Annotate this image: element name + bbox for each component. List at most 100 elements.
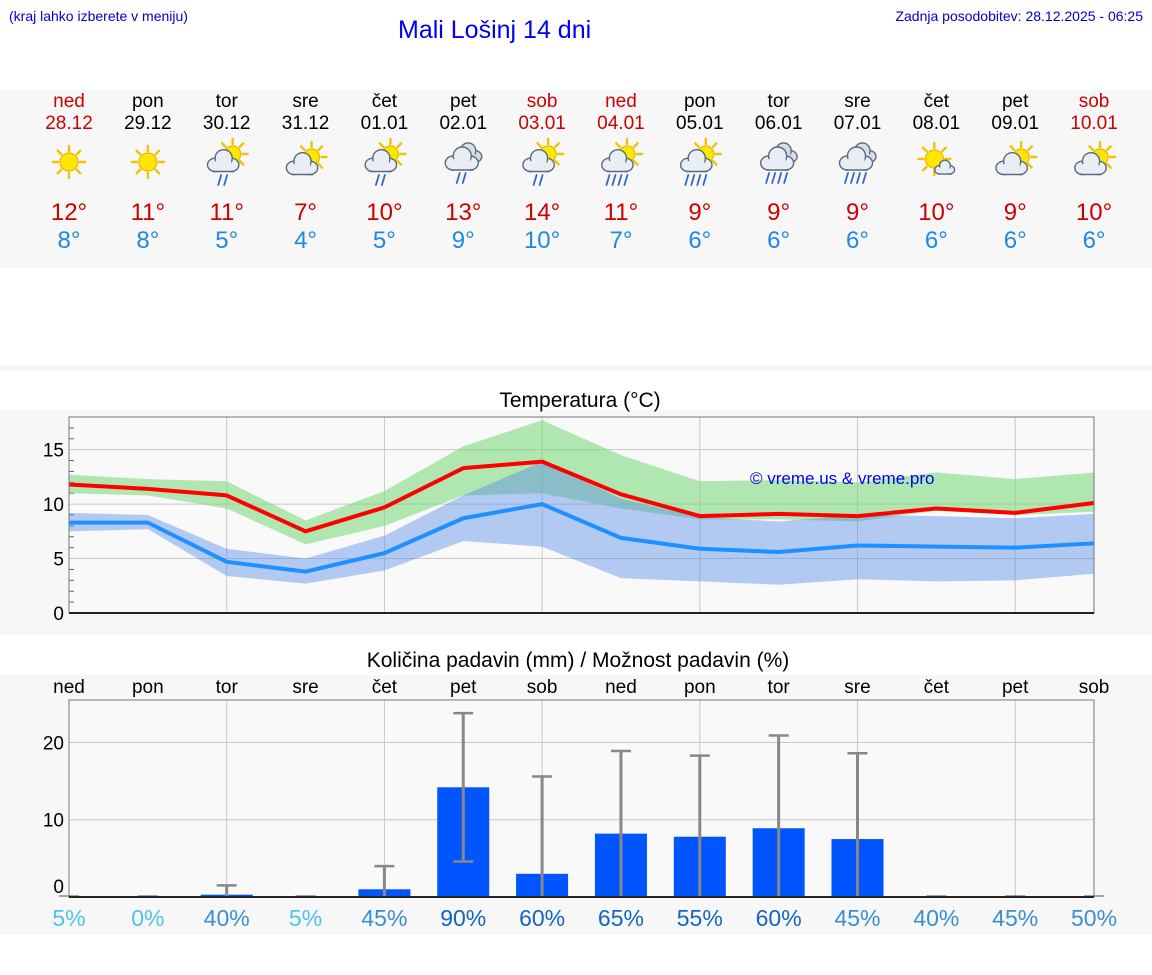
precipitation-chart-title: Količina padavin (mm) / Možnost padavin … [367, 649, 790, 672]
rain-drop [690, 174, 696, 186]
sun-disc [924, 149, 944, 169]
sun-ray [154, 168, 161, 175]
precipitation-probability-label: 45% [834, 905, 880, 931]
temperature-chart-title: Temperatura (°C) [499, 389, 660, 412]
rain-drop [617, 174, 623, 186]
precipitation-probability-label: 65% [598, 905, 644, 931]
precipitation-probability-label: 90% [440, 905, 486, 931]
min-temperature-label: 6° [846, 227, 869, 254]
cloud-body [215, 161, 232, 172]
rain-drop [623, 174, 629, 186]
rain-drop [223, 174, 229, 186]
cloud-shape [601, 148, 634, 173]
max-temperature-label: 11° [131, 199, 166, 226]
rain-shape [765, 172, 789, 184]
day-of-week-label: čet [924, 91, 950, 112]
cloud-body [1082, 164, 1099, 175]
day-of-week-label: pet [450, 91, 477, 112]
sun-ray [632, 142, 639, 149]
rain-drop [532, 174, 538, 186]
watermark-text: © vreme.us & vreme.pro [750, 469, 934, 488]
precipitation-chart: Količina padavin (mm) / Možnost padavin … [43, 649, 1117, 931]
sun-ray [135, 149, 142, 156]
day-of-week-label: sre [844, 91, 870, 112]
rain-drop [702, 174, 708, 186]
cloud-heavy-rain-icon [838, 142, 877, 184]
last-update-timestamp: Zadnja posodobitev: 28.12.2025 - 06:25 [895, 8, 1143, 24]
sun-ray [553, 142, 560, 149]
cloud-shape [995, 151, 1029, 176]
cloud-shape [1074, 151, 1107, 176]
cloud-shape [444, 146, 479, 171]
sun-shape [130, 144, 166, 180]
date-label: 02.01 [439, 113, 487, 134]
min-temperature-label: 4° [294, 227, 317, 254]
sunny-icon [51, 144, 87, 180]
sun-ray [921, 165, 928, 172]
sun-cloud-rain-icon [206, 137, 249, 186]
sun-cloud-rain-icon [364, 137, 407, 186]
min-temperature-line [69, 502, 1095, 574]
rain-shape [684, 174, 708, 186]
date-label: 31.12 [282, 113, 330, 134]
min-temperature-label: 5° [215, 227, 238, 254]
rain-drop [771, 172, 777, 184]
sunny-icon [130, 144, 166, 180]
sun-shape [51, 144, 87, 180]
cloud-rain-icon [444, 142, 483, 184]
precipitation-day-label: sre [844, 677, 870, 698]
min-temperature-label: 6° [1004, 227, 1027, 254]
precipitation-probability-label: 40% [204, 905, 250, 931]
max-temperature-label: 11° [604, 199, 639, 226]
min-temperature-label: 6° [925, 227, 948, 254]
sun-ray [220, 142, 227, 149]
day-of-week-label: pon [132, 91, 164, 112]
sun-ray [632, 159, 639, 166]
max-temperature-label: 10° [366, 199, 402, 226]
sun-ray [154, 149, 161, 156]
sun-ray [238, 142, 245, 149]
precipitation-probability-label: 5% [289, 905, 322, 931]
precipitation-probability-label: 40% [913, 905, 959, 931]
separator-band [0, 365, 1152, 371]
day-of-week-label: sob [527, 91, 558, 112]
precipitation-day-label: sob [1079, 677, 1110, 698]
day-of-week-label: tor [216, 91, 239, 112]
min-temperature-label: 5° [373, 227, 396, 254]
rain-drop [844, 172, 849, 184]
sun-cloud-icon [995, 140, 1038, 176]
forecast-panel-background [0, 90, 1152, 268]
sun-disc [138, 152, 158, 172]
date-label: 01.01 [361, 113, 409, 134]
sun-ray [75, 168, 82, 175]
rain-shape [455, 172, 467, 184]
precipitation-day-label: čet [372, 677, 398, 698]
precipitation-probability-label: 45% [361, 905, 407, 931]
date-label: 07.01 [834, 113, 882, 134]
max-temperature-line [68, 459, 1095, 534]
cloud-body [1003, 164, 1020, 175]
day-of-week-label: čet [372, 91, 398, 112]
precipitation-probability-label: 55% [677, 905, 723, 931]
precipitation-probability-label: 5% [52, 905, 85, 931]
cloud-shape [759, 146, 795, 171]
sun-ray [693, 142, 700, 149]
rain-shape [374, 174, 386, 186]
precipitation-probability-label: 45% [992, 905, 1038, 931]
sun-cloud-icon [285, 140, 328, 176]
day-of-week-label: tor [768, 91, 791, 112]
day-of-week-label: sob [1079, 91, 1110, 112]
max-temperature-label: 11° [209, 199, 244, 226]
rain-shape [217, 174, 229, 186]
rain-shape [532, 174, 544, 186]
precipitation-probability-label: 60% [519, 905, 565, 931]
temperature-y-tick-label: 10 [43, 495, 64, 516]
